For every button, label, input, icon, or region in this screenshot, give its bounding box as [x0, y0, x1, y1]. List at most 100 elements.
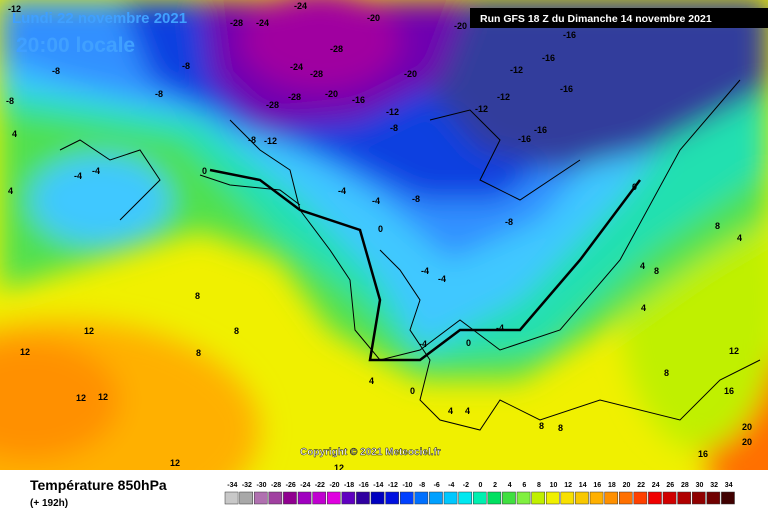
contour-label: -12 [497, 92, 510, 102]
contour-label: -20 [404, 69, 417, 79]
contour-label: 0 [202, 166, 207, 176]
contour-label: 4 [465, 406, 470, 416]
scale-label: 10 [550, 482, 558, 489]
scale-label: 32 [710, 482, 718, 489]
contour-label: 4 [641, 303, 646, 313]
scale-label: -4 [448, 482, 454, 489]
contour-label: -8 [505, 217, 513, 227]
scale-label: -14 [373, 482, 383, 489]
contour-label: -4 [92, 166, 100, 176]
scale-label: 28 [681, 482, 689, 489]
scale-label: 0 [479, 482, 483, 489]
scale-swatch [356, 491, 370, 505]
scale-label: 20 [623, 482, 631, 489]
contour-label: 4 [640, 261, 645, 271]
scale-swatch [502, 491, 516, 505]
contour-label: -8 [182, 61, 190, 71]
lead-time: (+ 192h) [30, 498, 68, 509]
contour-label: -28 [310, 69, 323, 79]
scale-swatch [385, 491, 399, 505]
color-scale: -34 -32 -30 -28 -26 -24 -22 -20 -18 -16 -14 -12 -10-… [224, 482, 735, 505]
scale-label: -26 [286, 482, 296, 489]
scale-label: -18 [344, 482, 354, 489]
scale-swatch [399, 491, 414, 505]
scale-swatch [545, 491, 560, 505]
scale-label: 4 [508, 482, 512, 489]
scale-label: -22 [315, 482, 325, 489]
scale-label: -28 [271, 482, 281, 489]
contour-label: -4 [496, 323, 504, 333]
scale-label: -16 [359, 482, 369, 489]
scale-label: 14 [579, 482, 587, 489]
scale-swatch [341, 491, 356, 505]
contour-label: 8 [664, 368, 669, 378]
forecast-date: Lundi 22 novembre 2021 [12, 10, 187, 27]
contour-label: -16 [560, 84, 573, 94]
contour-label: -4 [74, 171, 82, 181]
contour-label: 4 [12, 129, 17, 139]
scale-swatch [443, 491, 458, 505]
scale-label: -12 [388, 482, 398, 489]
contour-label: -4 [438, 274, 446, 284]
contour-label: 12 [729, 346, 739, 356]
contour-label: -24 [290, 62, 303, 72]
scale-label: -30 [256, 482, 266, 489]
scale-swatch [224, 491, 239, 505]
scale-swatch [662, 491, 677, 505]
scale-label: 8 [537, 482, 541, 489]
forecast-time: 20:00 locale [16, 34, 135, 57]
contour-label: 4 [448, 406, 453, 416]
scale-swatch [253, 491, 268, 505]
contour-label: 0 [632, 182, 637, 192]
contour-label: -8 [248, 135, 256, 145]
scale-label: -6 [434, 482, 440, 489]
scale-label: 26 [666, 482, 674, 489]
scale-swatch [706, 491, 721, 505]
scale-swatch [633, 491, 648, 505]
scale-swatch [648, 491, 662, 505]
scale-swatch [516, 491, 531, 505]
contour-label: -12 [475, 104, 488, 114]
contour-label: 12 [20, 347, 30, 357]
scale-swatch [560, 491, 575, 505]
scale-label: -34 [227, 482, 237, 489]
contour-label: -8 [412, 194, 420, 204]
scale-label: 30 [696, 482, 704, 489]
scale-label: 16 [593, 482, 601, 489]
contour-label: 8 [539, 421, 544, 431]
contour-label: 0 [378, 224, 383, 234]
scale-swatch [618, 491, 633, 505]
contour-label: -8 [6, 96, 14, 106]
scale-swatch [312, 491, 326, 505]
scale-label: -32 [242, 482, 252, 489]
scale-swatch [691, 491, 706, 505]
contour-label: -16 [518, 134, 531, 144]
scale-swatch [575, 491, 589, 505]
run-box [470, 8, 768, 28]
contour-label: 12 [76, 393, 86, 403]
scale-label: 18 [608, 482, 616, 489]
contour-label: -8 [52, 66, 60, 76]
contour-label: -8 [155, 89, 163, 99]
contour-label: 20 [742, 437, 752, 447]
contour-label: 12 [84, 326, 94, 336]
contour-label: -24 [294, 1, 307, 11]
contour-label: 8 [234, 326, 239, 336]
scale-label: 2 [493, 482, 497, 489]
scale-swatch [268, 491, 283, 505]
contour-label: -8 [390, 123, 398, 133]
scale-label: 6 [522, 482, 526, 489]
scale-swatch [297, 491, 312, 505]
contour-label: 20 [742, 422, 752, 432]
contour-label: -16 [352, 95, 365, 105]
contour-label: 4 [737, 233, 742, 243]
contour-label: -16 [542, 53, 555, 63]
contour-label: 4 [8, 186, 13, 196]
contour-label: -20 [367, 13, 380, 23]
contour-label: 8 [715, 221, 720, 231]
scale-swatch [370, 491, 385, 505]
scale-swatch [604, 491, 618, 505]
contour-label: 12 [334, 463, 344, 473]
scale-label: -10 [402, 482, 412, 489]
